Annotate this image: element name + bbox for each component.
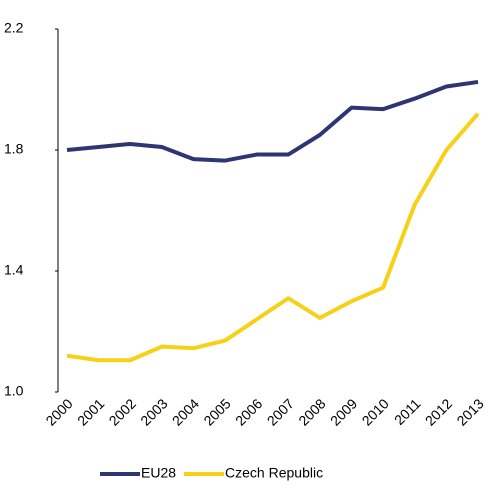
x-tick-label: 2008 bbox=[295, 395, 328, 428]
series-line bbox=[66, 112, 480, 363]
x-tick-label: 2004 bbox=[169, 395, 202, 428]
x-tick-label: 2011 bbox=[391, 395, 424, 428]
x-tick-label: 2012 bbox=[422, 395, 455, 428]
y-tick-label: 1.4 bbox=[4, 262, 24, 278]
x-tick-label: 2002 bbox=[106, 395, 139, 428]
x-tick-label: 2005 bbox=[200, 395, 233, 428]
legend-label: EU28 bbox=[141, 465, 176, 481]
y-tick-label: 1.8 bbox=[4, 141, 24, 157]
x-tick-label: 2007 bbox=[264, 395, 297, 428]
x-tick-label: 2000 bbox=[42, 395, 75, 428]
legend-label: Czech Republic bbox=[225, 465, 323, 481]
x-tick-label: 2013 bbox=[453, 395, 486, 428]
x-tick-label: 2010 bbox=[359, 395, 392, 428]
x-tick-label: 2001 bbox=[74, 395, 107, 428]
x-tick-label: 2009 bbox=[327, 395, 360, 428]
y-tick-label: 2.2 bbox=[4, 20, 24, 36]
x-tick-label: 2003 bbox=[137, 395, 170, 428]
y-tick-label: 1.0 bbox=[4, 383, 24, 399]
x-tick-label: 2006 bbox=[232, 395, 265, 428]
series-line bbox=[66, 79, 479, 163]
